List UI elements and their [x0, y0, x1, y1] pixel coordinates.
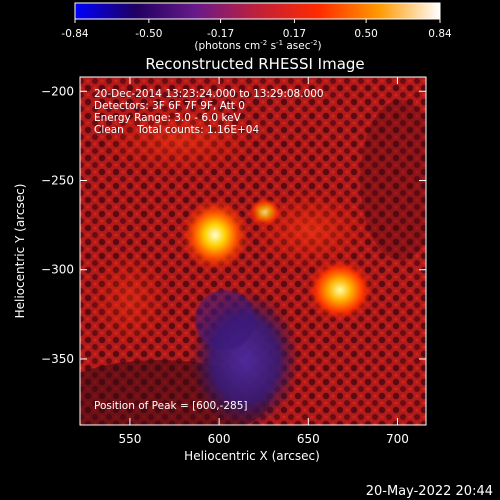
y-axis-label: Heliocentric Y (arcsec): [13, 184, 27, 319]
secondary-peak-source: [308, 260, 372, 320]
x-axis-ticks: 550 600 650 700: [118, 77, 409, 446]
y-tick-label: −200: [41, 84, 74, 98]
y-tick-label: −350: [41, 352, 74, 366]
x-tick-label: 650: [297, 432, 320, 446]
y-tick-label: −250: [41, 174, 74, 188]
colorbar-tick-label: 0.50: [354, 28, 377, 40]
colorbar-ticks: -0.84 -0.50 -0.17 0.17 0.50 0.84: [61, 19, 452, 40]
timestamp: 20-May-2022 20:44: [366, 484, 493, 499]
rhessi-image: [80, 77, 426, 425]
colorbar-tick-label: -0.17: [207, 28, 234, 40]
clean-counts-annotation: Clean Total counts: 1.16E+04: [94, 124, 259, 136]
x-tick-label: 700: [386, 432, 409, 446]
plot-frame: [79, 76, 427, 426]
x-tick-label: 550: [118, 432, 141, 446]
chart-title: Reconstructed RHESSI Image: [145, 55, 364, 73]
energy-range-annotation: Energy Range: 3.0 - 6.0 keV: [94, 112, 242, 124]
colorbar-tick-label: -0.84: [61, 28, 88, 40]
x-axis-label: Heliocentric X (arcsec): [184, 449, 320, 463]
x-tick-label: 600: [208, 432, 231, 446]
time-range-annotation: 20-Dec-2014 13:23:24.000 to 13:29:08.000: [94, 88, 324, 100]
colorbar: [74, 2, 441, 20]
y-axis-ticks: −200 −250 −300 −350: [41, 84, 426, 366]
colorbar-unit-label: (photons cm-2 s-1 asec-2): [194, 39, 321, 52]
y-tick-label: −300: [41, 263, 74, 277]
colorbar-tick-label: 0.84: [428, 28, 452, 40]
colorbar-tick-label: 0.17: [283, 28, 306, 40]
detectors-annotation: Detectors: 3F 6F 7F 9F, Att 0: [94, 100, 245, 112]
primary-peak-source: [181, 199, 249, 271]
colorbar-tick-label: -0.50: [135, 28, 162, 40]
peak-position-annotation: Position of Peak = [600,-285]: [94, 400, 248, 412]
